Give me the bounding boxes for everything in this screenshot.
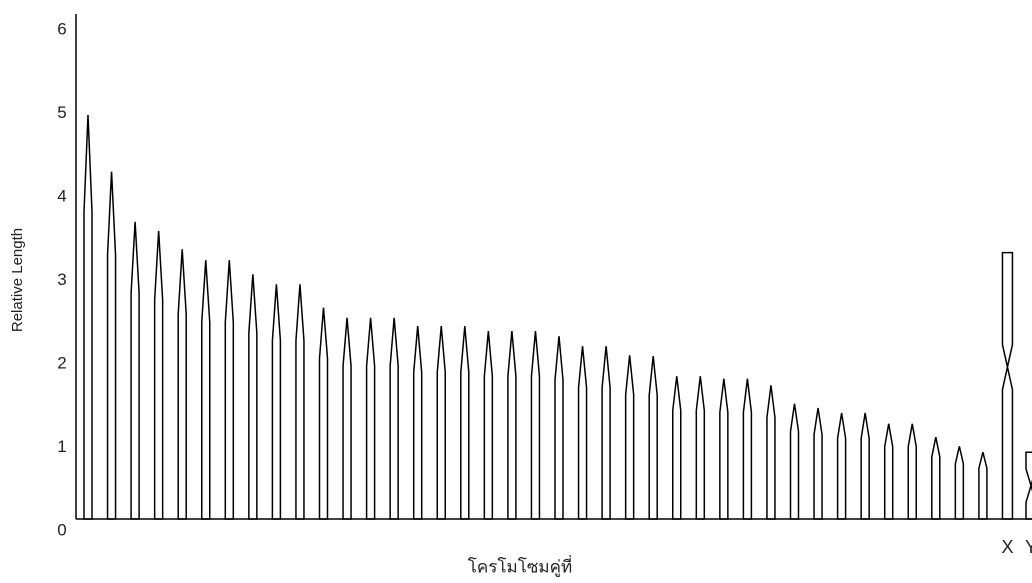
chromosome xyxy=(84,115,92,519)
chromosome xyxy=(320,308,328,519)
chromosome xyxy=(791,404,799,519)
chromosome xyxy=(108,172,116,519)
chromosome xyxy=(955,446,963,519)
chromosome xyxy=(155,231,163,519)
chromosome xyxy=(272,284,280,519)
chromosome xyxy=(343,318,351,519)
x-axis-title: โครโมโซมคู่ที่ xyxy=(468,554,572,577)
y-axis-title: Relative Length xyxy=(9,228,26,332)
chromosome xyxy=(531,331,539,519)
chromosome xyxy=(225,260,233,519)
chromosome xyxy=(461,326,469,519)
chromosome xyxy=(932,437,940,519)
chromosome xyxy=(720,379,728,519)
x-tick-label: Y xyxy=(1025,537,1032,557)
x-tick-label: X xyxy=(1001,537,1013,557)
chromosome xyxy=(908,424,916,519)
chromosome xyxy=(249,274,257,519)
chromosome xyxy=(579,346,587,519)
y-tick-label: 6 xyxy=(57,19,66,38)
chromosome xyxy=(861,413,869,519)
chromosome xyxy=(767,385,775,519)
chromosome xyxy=(696,376,704,519)
chromosome xyxy=(814,408,822,519)
chromosome xyxy=(508,331,516,519)
chromosome xyxy=(649,356,657,519)
y-tick-label: 3 xyxy=(57,270,66,289)
chromosome xyxy=(296,284,304,519)
chromosome xyxy=(414,326,422,519)
chromosome xyxy=(390,318,398,519)
y-tick-label: 5 xyxy=(57,103,66,122)
chromosome xyxy=(367,318,375,519)
chart: Relative Length โครโมโซมคู่ที่ 0 1 2 3 4 5 6 XY xyxy=(0,0,1032,583)
y-tick-label: 2 xyxy=(57,353,66,372)
chromosome xyxy=(979,452,987,519)
chromosome xyxy=(555,336,563,519)
chromosome xyxy=(484,331,492,519)
chromosome xyxy=(131,222,139,519)
chromosome xyxy=(885,424,893,519)
y-tick-label: 0 xyxy=(57,520,66,539)
chromosome xyxy=(1002,253,1012,519)
chromosome xyxy=(626,355,634,519)
y-tick-label: 1 xyxy=(57,437,66,456)
chromosome xyxy=(602,346,610,519)
chromosome xyxy=(178,249,186,519)
chromosome xyxy=(437,326,445,519)
chromosome xyxy=(1026,452,1032,519)
chromosome xyxy=(838,413,846,519)
chromosome xyxy=(673,376,681,519)
y-tick-label: 4 xyxy=(57,186,66,205)
chromosome xyxy=(202,260,210,519)
chromosome xyxy=(743,379,751,519)
